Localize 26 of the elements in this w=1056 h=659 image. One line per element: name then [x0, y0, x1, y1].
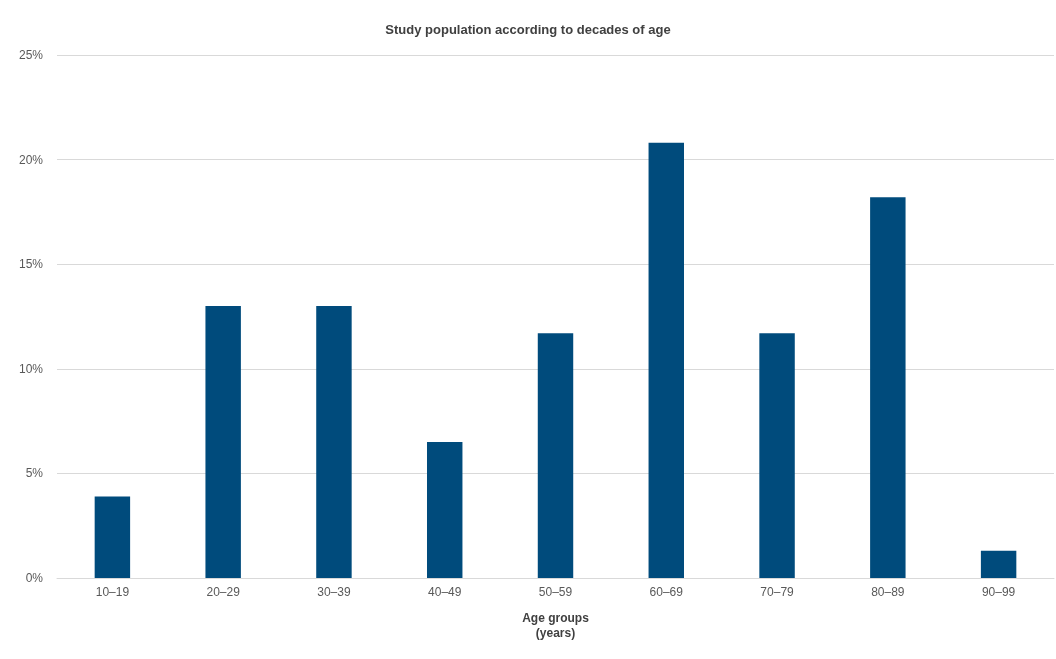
x-tick-label: 70–79	[760, 585, 795, 599]
x-tick-label: 20–29	[206, 585, 241, 599]
x-tick-label: 30–39	[317, 585, 351, 599]
bar	[427, 442, 463, 578]
bar	[980, 550, 1017, 578]
bar	[648, 142, 684, 578]
y-tick-label: 10%	[18, 361, 44, 376]
bar	[316, 306, 352, 578]
x-tick-label: 50–59	[538, 585, 573, 599]
x-tick-label: 40–49	[428, 585, 462, 599]
y-tick-label: 20%	[18, 152, 44, 167]
y-tick-label: 15%	[18, 257, 44, 272]
x-tick-label: 60–69	[649, 585, 684, 599]
bar	[870, 197, 906, 578]
chart-title: Study population according to decades of age	[385, 22, 671, 37]
y-tick-label: 0%	[25, 571, 44, 585]
bar	[205, 306, 241, 578]
x-axis-title: Age groups (years)	[522, 610, 590, 640]
bar	[94, 496, 131, 578]
bar	[537, 333, 574, 578]
x-tick-label: 90–99	[981, 585, 1016, 599]
y-tick-label: 25%	[18, 48, 44, 62]
x-tick-label: 10–19	[95, 585, 130, 599]
y-tick-label: 5%	[25, 466, 44, 481]
bar	[759, 333, 795, 578]
x-tick-label: 80–89	[871, 585, 905, 599]
